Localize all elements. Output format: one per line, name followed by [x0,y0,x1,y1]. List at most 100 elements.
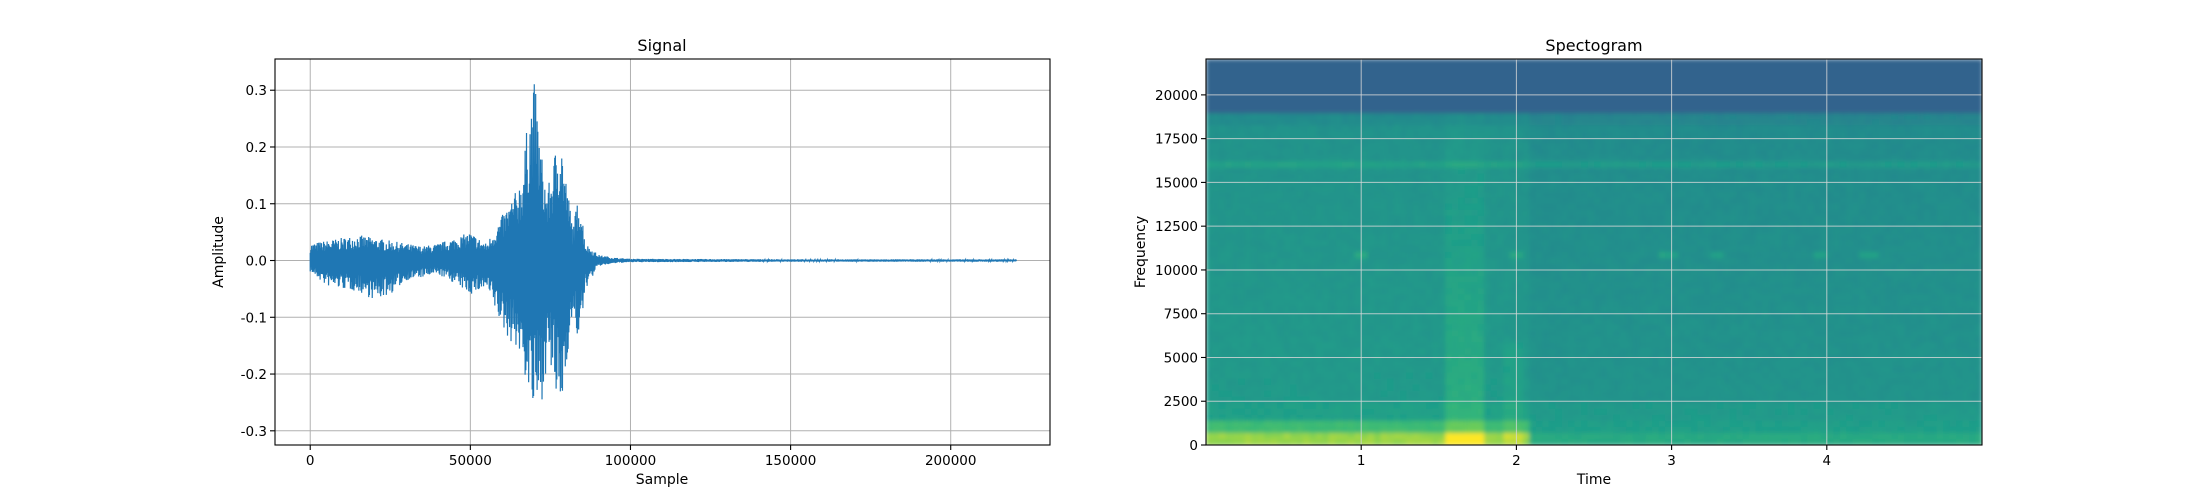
spectrogram-cell [1885,59,1893,66]
spectrogram-cell [1917,179,1925,187]
spectrogram-cell [1691,227,1699,235]
spectrogram-cell [1807,185,1815,193]
spectrogram-cell [1393,89,1401,96]
spectrogram-cell [1949,155,1957,163]
spectrogram-cell [1923,245,1931,253]
spectrogram-cell [1613,276,1621,283]
spectrogram-cell [1729,161,1737,169]
spectrogram-cell [1962,161,1970,169]
spectrogram-cell [1581,282,1589,289]
spectrogram-cell [1568,71,1576,78]
spectrogram-cell [1542,264,1550,271]
spectrogram-cell [1367,227,1375,235]
spectrogram-cell [1897,173,1905,181]
spectrogram-cell [1225,258,1233,265]
spectrogram-cell [1458,149,1466,157]
spectrogram-cell [1555,276,1563,283]
spectrogram-cell [1788,288,1796,295]
spectrogram-cell [1936,125,1944,132]
spectrogram-cell [1975,270,1982,277]
spectrogram-cell [1658,95,1666,102]
spectrogram-cell [1956,185,1964,193]
spectrogram-cell [1354,288,1362,295]
spectrogram-cell [1904,125,1912,132]
spectrogram-cell [1639,143,1647,151]
spectrogram-cell [1645,83,1653,90]
spectrogram-cell [1975,155,1982,163]
spectrogram-cell [1723,300,1731,307]
spectrogram-cell [1296,252,1304,259]
spectrogram-cell [1930,197,1938,205]
spectrogram-cell [1665,245,1673,253]
spectrogram-cell [1432,101,1440,108]
spectrogram-cell [1956,288,1964,295]
spectrogram-cell [1872,149,1880,157]
spectrogram-cell [1335,143,1343,151]
spectrogram-cell [1962,107,1970,114]
spectrogram-cell [1639,258,1647,265]
spectrogram-cell [1509,276,1517,283]
spectrogram-cell [1574,191,1582,199]
spectrogram-cell [1309,233,1317,241]
spectrogram-cell [1852,233,1860,241]
spectrogram-cell [1910,131,1918,139]
spectrogram-cell [1936,65,1944,72]
spectrogram-cell [1885,161,1893,169]
spectrogram-cell [1484,125,1492,132]
spectrogram-cell [1684,179,1692,187]
spectrogram-cell [1348,306,1356,313]
spectrogram-cell [1477,119,1485,126]
spectrogram-cell [1872,294,1880,301]
spectrogram-cell [1632,245,1640,253]
spectrogram-cell [1742,137,1750,145]
spectrogram-cell [1445,101,1453,108]
spectrogram-cell [1309,288,1317,295]
spectrogram-cell [1464,300,1472,307]
spectrogram-cell [1910,252,1918,259]
spectrogram-cell [1645,137,1653,145]
spectrogram-cell [1225,179,1233,187]
spectrogram-cell [1852,276,1860,283]
spectrogram-cell [1251,65,1259,72]
spectrogram-cell [1509,59,1517,66]
spectrogram-cell [1561,282,1569,289]
spectrogram-cell [1587,258,1595,265]
spectrogram-cell [1218,191,1226,199]
spectrogram-cell [1775,245,1783,253]
spectrogram-cell [1471,233,1479,241]
spectrogram-cell [1509,77,1517,84]
spectrogram-cell [1412,161,1420,169]
signal-ytick-label: -0.3 [241,424,267,440]
spectrogram-cell [1710,71,1718,78]
spectrogram-cell [1458,245,1466,253]
spectrogram-cell [1367,167,1375,175]
spectrogram-cell [1522,113,1530,120]
spectrogram-cell [1490,155,1498,163]
spectrogram-cell [1568,282,1576,289]
spectrogram-cell [1703,65,1711,72]
spectrogram-cell [1755,258,1763,265]
spectrogram-cell [1839,125,1847,132]
spectrogram-cell [1710,233,1718,241]
spectrogram-cell [1309,71,1317,78]
spectrogram-cell [1309,137,1317,145]
spectrogram-cells [1206,59,1982,445]
spectrogram-cell [1891,143,1899,151]
spectrogram-cell [1665,215,1673,223]
spectrogram-cell [1477,288,1485,295]
spectrogram-cell [1788,107,1796,114]
spectrogram-cell [1600,227,1608,235]
spectrogram-cell [1736,77,1744,84]
spectrogram-cell [1878,65,1886,72]
spectrogram-cell [1464,173,1472,181]
spectrogram-cell [1826,131,1834,139]
spectrogram-cell [1897,83,1905,90]
spectrogram-cell [1516,155,1524,163]
spectrogram-cell [1807,227,1815,235]
spectrogram-cell [1904,288,1912,295]
spectrogram-cell [1930,83,1938,90]
spectrogram-cell [1328,270,1336,277]
spectrogram-cell [1794,252,1802,259]
spectrogram-cell [1665,197,1673,205]
spectrogram-cell [1432,143,1440,151]
